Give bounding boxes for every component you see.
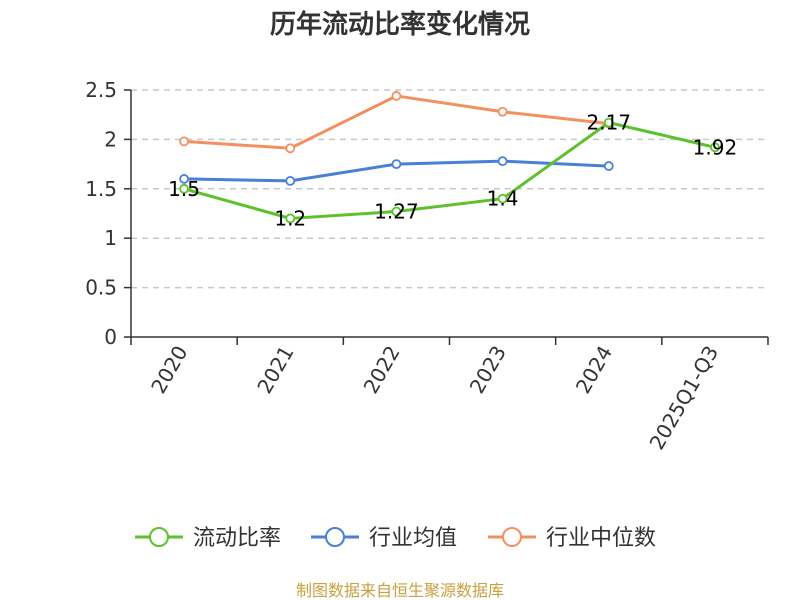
y-tick-label: 2 <box>104 127 117 151</box>
data-label: 1.4 <box>487 187 519 211</box>
data-point <box>285 175 296 186</box>
data-point <box>603 161 614 171</box>
data-point <box>285 143 296 154</box>
x-tick-label: 2024 <box>571 342 617 398</box>
legend: 流动比率 行业均值 行业中位数 <box>135 526 656 551</box>
legend-item[interactable]: 行业均值 <box>311 526 457 551</box>
x-tick-label: 2021 <box>252 342 298 398</box>
legend-item[interactable]: 流动比率 <box>135 526 281 551</box>
data-label: 1.27 <box>374 200 419 224</box>
data-point <box>179 136 189 147</box>
legend-label: 流动比率 <box>193 526 281 551</box>
data-point <box>497 106 508 117</box>
legend-swatch-marker <box>502 527 522 547</box>
x-tick-label: 2020 <box>146 342 192 398</box>
data-point <box>391 159 402 170</box>
y-tick-label: 1 <box>104 226 117 250</box>
y-tick-label: 0 <box>104 325 117 349</box>
x-tick-label: 2022 <box>359 342 405 398</box>
legend-label: 行业均值 <box>369 526 457 551</box>
data-label: 1.2 <box>274 206 306 230</box>
grid-lines <box>131 89 768 289</box>
legend-swatch-marker <box>325 527 345 547</box>
data-point <box>391 91 402 101</box>
series-line <box>183 94 609 150</box>
data-label: 1.92 <box>693 135 738 159</box>
chart-title: 历年流动比率变化情况 <box>270 9 530 40</box>
y-tick-label: 2.5 <box>85 78 117 102</box>
legend-item[interactable]: 行业中位数 <box>488 526 656 551</box>
series-group <box>179 91 720 224</box>
legend-label: 行业中位数 <box>546 526 656 551</box>
y-tick-label: 1.5 <box>85 177 117 201</box>
data-point <box>603 117 614 128</box>
data-point <box>710 142 720 153</box>
data-point <box>285 213 296 224</box>
y-tick-label: 0.5 <box>85 276 117 300</box>
data-point <box>179 174 189 184</box>
data-label: 1.5 <box>168 177 200 201</box>
data-point <box>391 206 402 217</box>
data-point <box>497 193 508 204</box>
data-label: 2.17 <box>586 111 631 135</box>
x-tick-label: 2023 <box>465 342 511 398</box>
x-tick-label: 2025Q1-Q3 <box>645 342 724 454</box>
data-point <box>497 156 508 167</box>
data-labels: 1.5 1.2 1.27 1.4 2.17 1.92 <box>168 111 737 231</box>
series-line <box>183 121 716 220</box>
source-note: 制图数据来自恒生聚源数据库 <box>296 581 504 600</box>
legend-swatch-marker <box>149 527 169 547</box>
data-point <box>179 183 189 194</box>
